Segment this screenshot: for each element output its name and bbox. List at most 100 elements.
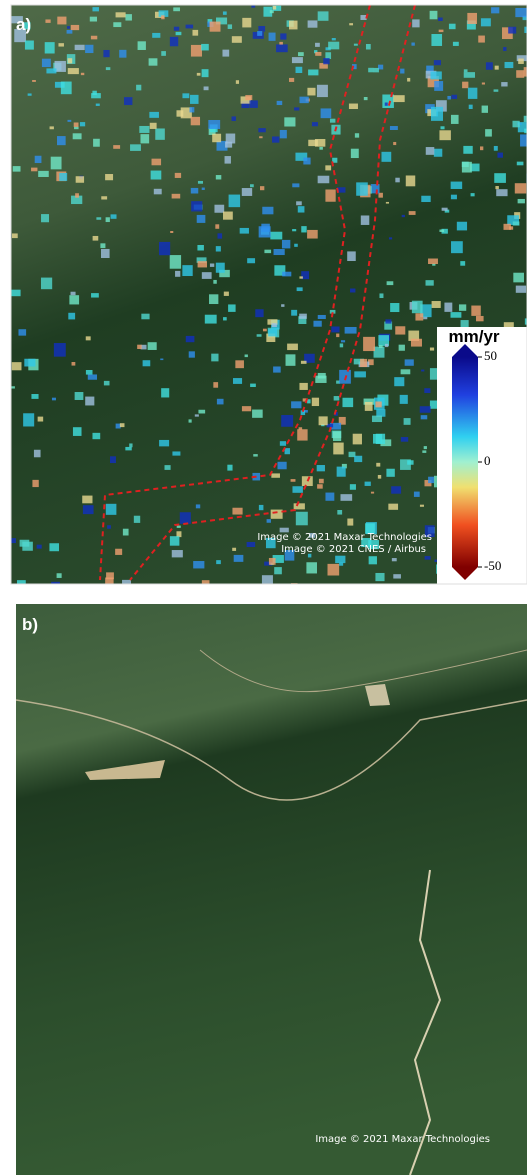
speckle xyxy=(411,339,422,347)
speckle xyxy=(447,96,451,100)
speckle xyxy=(57,573,62,578)
speckle xyxy=(74,127,79,130)
speckle xyxy=(92,433,100,439)
speckle xyxy=(328,564,340,576)
speckle xyxy=(11,538,16,543)
speckle xyxy=(315,376,326,383)
speckle xyxy=(208,120,220,129)
colorbar-tick-label: 50 xyxy=(484,348,497,363)
speckle xyxy=(390,126,398,130)
speckle xyxy=(460,261,465,266)
colorbar-ramp xyxy=(452,357,478,567)
speckle xyxy=(38,417,44,422)
speckle xyxy=(301,226,306,232)
speckle xyxy=(289,78,294,82)
speckle xyxy=(297,429,307,440)
speckle xyxy=(197,245,203,251)
speckle xyxy=(438,18,443,21)
speckle xyxy=(354,371,366,377)
speckle xyxy=(272,136,279,142)
image-credit: Image © 2021 Maxar Technologies xyxy=(315,1134,490,1145)
speckle xyxy=(232,116,236,121)
speckle xyxy=(13,166,21,172)
speckle xyxy=(258,128,265,132)
speckle xyxy=(193,561,204,568)
speckle xyxy=(93,236,99,241)
speckle xyxy=(274,567,282,574)
speckle xyxy=(91,36,97,40)
speckle xyxy=(276,44,288,52)
speckle xyxy=(52,398,56,401)
speckle xyxy=(247,542,256,547)
speckle xyxy=(159,440,169,446)
speckle xyxy=(152,159,162,166)
speckle xyxy=(197,73,201,76)
speckle xyxy=(154,189,162,195)
speckle xyxy=(148,342,157,350)
speckle xyxy=(292,57,303,63)
speckle xyxy=(294,244,298,247)
speckle xyxy=(317,85,328,97)
speckle xyxy=(216,246,221,251)
speckle xyxy=(421,415,428,419)
speckle xyxy=(356,182,368,195)
speckle xyxy=(401,369,411,374)
speckle xyxy=(41,214,49,222)
speckle xyxy=(381,152,391,162)
speckle xyxy=(197,215,206,223)
speckle xyxy=(31,168,37,172)
speckle xyxy=(444,303,452,312)
speckle xyxy=(195,414,199,416)
speckle xyxy=(227,465,232,471)
speckle xyxy=(365,402,373,411)
speckle xyxy=(279,42,283,45)
speckle xyxy=(215,224,219,228)
speckle xyxy=(421,370,424,372)
speckle xyxy=(486,62,493,69)
speckle xyxy=(406,175,415,186)
speckle xyxy=(439,30,444,32)
speckle xyxy=(155,128,165,139)
speckle xyxy=(315,43,320,47)
speckle xyxy=(101,196,107,199)
speckle xyxy=(150,123,157,129)
speckle xyxy=(325,493,334,501)
speckle xyxy=(354,456,362,462)
speckle xyxy=(337,467,346,477)
speckle xyxy=(91,293,99,297)
speckle xyxy=(347,251,356,261)
speckle xyxy=(106,504,117,515)
speckle xyxy=(430,348,434,351)
speckle xyxy=(491,7,499,13)
speckle xyxy=(100,243,105,248)
speckle xyxy=(350,484,356,490)
speckle xyxy=(497,153,503,158)
speckle xyxy=(228,24,232,29)
speckle xyxy=(298,52,304,56)
speckle xyxy=(106,67,110,70)
speckle xyxy=(361,215,370,224)
speckle xyxy=(376,434,385,444)
speckle xyxy=(83,505,94,514)
speckle xyxy=(318,176,330,184)
speckle xyxy=(299,314,307,319)
speckle xyxy=(299,276,302,278)
speckle xyxy=(428,259,438,264)
speckle xyxy=(25,41,34,50)
speckle xyxy=(401,437,408,442)
speckle xyxy=(424,446,427,449)
speckle xyxy=(412,19,419,27)
speckle xyxy=(328,42,339,50)
speckle xyxy=(67,30,73,34)
speckle xyxy=(378,193,382,198)
speckle xyxy=(513,273,524,283)
speckle xyxy=(41,278,52,290)
speckle xyxy=(315,52,321,56)
speckle xyxy=(414,492,420,497)
speckle xyxy=(516,286,526,293)
speckle xyxy=(373,68,379,72)
speckle xyxy=(385,344,388,347)
speckle xyxy=(325,52,331,59)
speckle xyxy=(395,326,405,334)
speckle xyxy=(170,231,173,233)
